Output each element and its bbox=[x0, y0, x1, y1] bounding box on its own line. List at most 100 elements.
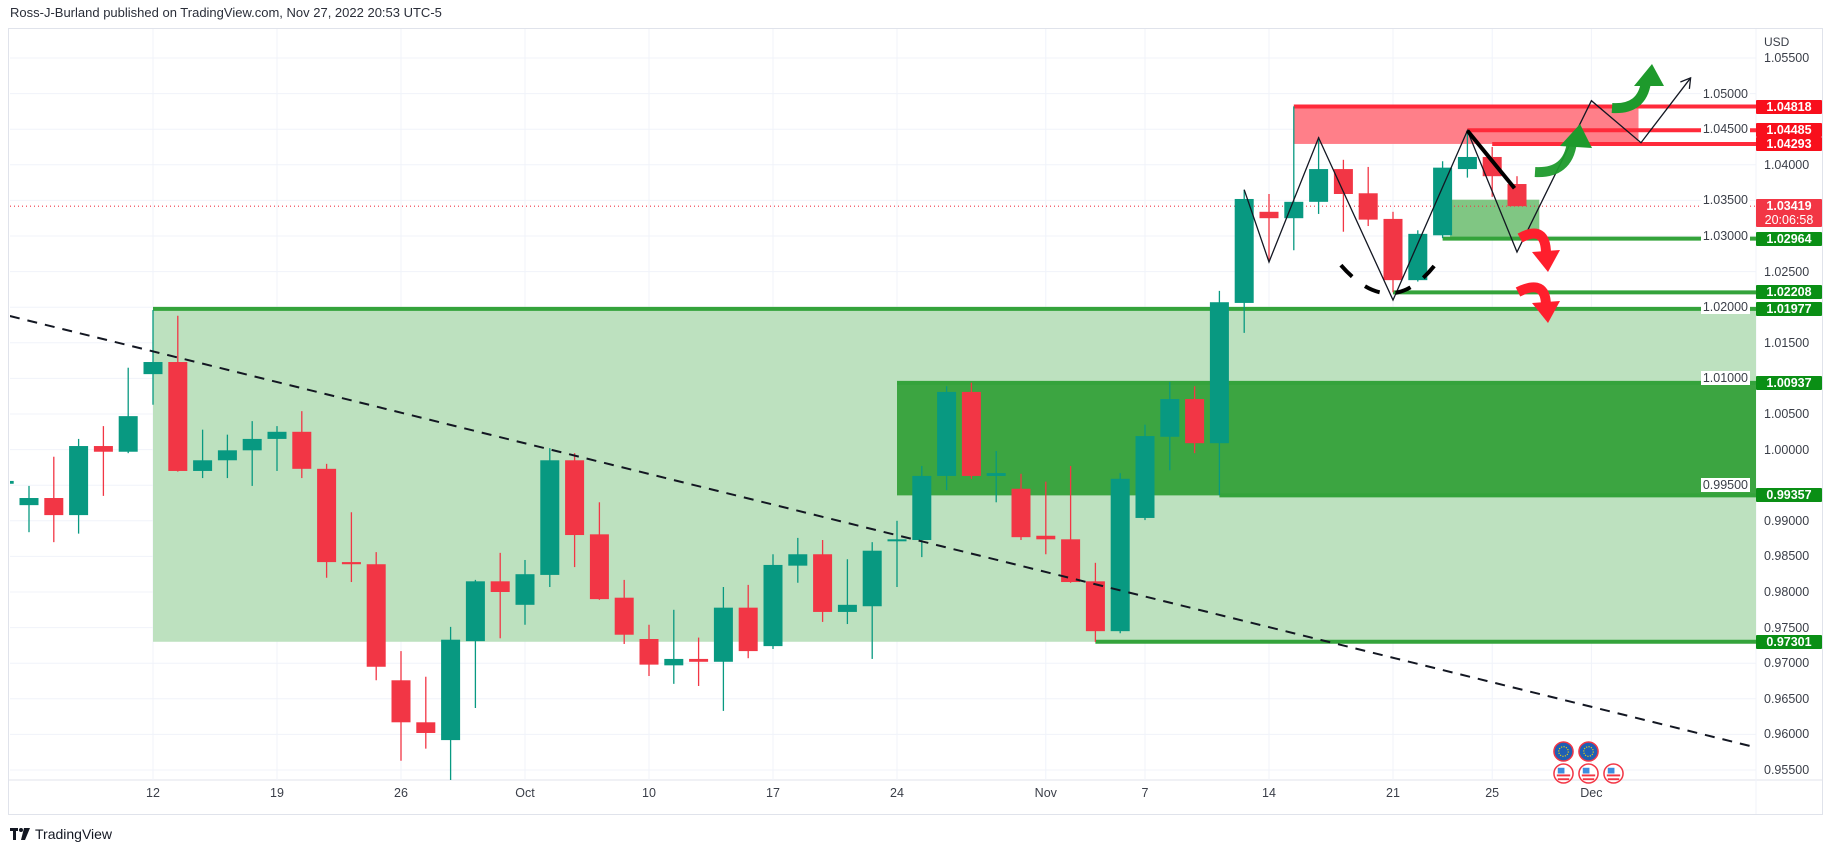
date-tick-label: 14 bbox=[1262, 786, 1276, 800]
candle-oct-14[interactable] bbox=[738, 584, 758, 659]
date-tick-label: 17 bbox=[766, 786, 780, 800]
candle-body bbox=[193, 460, 213, 471]
candle-oct-26[interactable] bbox=[937, 386, 957, 491]
candle-oct-21[interactable] bbox=[862, 542, 882, 659]
candle-oct-17[interactable] bbox=[763, 554, 783, 649]
candle-body bbox=[242, 438, 262, 451]
candle-body bbox=[1309, 169, 1329, 202]
date-tick-label: 12 bbox=[146, 786, 160, 800]
candle-nov-10[interactable] bbox=[1209, 290, 1229, 496]
candle-oct-18[interactable] bbox=[788, 537, 808, 583]
candle-nov-17[interactable] bbox=[1333, 159, 1353, 232]
candle-body bbox=[515, 574, 535, 605]
candle-body bbox=[862, 550, 882, 607]
candle-nov-16[interactable] bbox=[1309, 137, 1329, 214]
price-level-label: 1.04485 bbox=[1756, 123, 1822, 138]
price-level-label: 1.01977 bbox=[1756, 301, 1822, 316]
candle-nov-4[interactable] bbox=[1110, 473, 1130, 634]
price-tick-label: 0.99500 bbox=[1700, 478, 1750, 493]
candle-body bbox=[763, 564, 783, 647]
candle-oct-4[interactable] bbox=[540, 448, 560, 588]
candle-body bbox=[813, 554, 833, 612]
candle-sep-7[interactable] bbox=[69, 438, 89, 534]
candle-nov-14[interactable] bbox=[1259, 193, 1279, 261]
bar-countdown: 20:06:58 bbox=[1764, 213, 1814, 228]
candle-body bbox=[1135, 436, 1155, 518]
candle-nov-18[interactable] bbox=[1358, 166, 1378, 227]
candle-sep-15[interactable] bbox=[217, 434, 237, 479]
candle-oct-6[interactable] bbox=[589, 502, 609, 600]
candle-oct-19[interactable] bbox=[813, 540, 833, 622]
candle-body bbox=[341, 562, 361, 565]
candle-sep-26[interactable] bbox=[391, 651, 411, 761]
candle-sep-16[interactable] bbox=[242, 421, 262, 486]
candle-oct-28[interactable] bbox=[986, 451, 1006, 503]
candle-sep-27[interactable] bbox=[416, 676, 436, 749]
candle-sep-28[interactable] bbox=[441, 626, 461, 780]
candle-nov-21[interactable] bbox=[1383, 211, 1403, 293]
candle-sep-12[interactable] bbox=[143, 310, 163, 405]
candle-nov-15[interactable] bbox=[1284, 106, 1304, 251]
candle-sep-22[interactable] bbox=[341, 512, 361, 583]
us-event-icon[interactable] bbox=[1553, 763, 1574, 784]
candle-body bbox=[416, 722, 436, 733]
cup-pattern-arc bbox=[1339, 256, 1442, 296]
candle-sep-19[interactable] bbox=[267, 426, 287, 471]
candle-sep-8[interactable] bbox=[93, 426, 113, 496]
candle-nov-1[interactable] bbox=[1036, 481, 1056, 555]
price-tick-label: 1.01500 bbox=[1764, 335, 1810, 350]
candle-body bbox=[1507, 184, 1527, 207]
eu-event-icon[interactable] bbox=[1578, 741, 1599, 762]
candle-sep-29[interactable] bbox=[465, 579, 485, 709]
candle-nov-22[interactable] bbox=[1408, 230, 1428, 282]
candle-sep-2[interactable] bbox=[0, 478, 14, 487]
candle-body bbox=[267, 431, 287, 439]
candle-body bbox=[1110, 478, 1130, 632]
us-event-icon[interactable] bbox=[1603, 763, 1624, 784]
candle-body bbox=[540, 460, 560, 575]
candle-nov-9[interactable] bbox=[1185, 386, 1205, 454]
candle-body bbox=[689, 658, 709, 662]
chart-frame bbox=[8, 28, 1823, 815]
candle-nov-23[interactable] bbox=[1433, 161, 1453, 239]
candle-body bbox=[69, 446, 89, 516]
candle-sep-13[interactable] bbox=[168, 315, 188, 472]
candle-nov-11[interactable] bbox=[1234, 189, 1254, 333]
candle-oct-27[interactable] bbox=[961, 382, 981, 479]
candle-body bbox=[391, 680, 411, 723]
candle-nov-28[interactable] bbox=[1507, 176, 1527, 207]
candle-body bbox=[143, 362, 163, 375]
candle-sep-6[interactable] bbox=[44, 456, 64, 543]
candle-oct-3[interactable] bbox=[515, 559, 535, 625]
candle-sep-14[interactable] bbox=[193, 429, 213, 479]
candle-oct-12[interactable] bbox=[689, 637, 709, 686]
candle-nov-8[interactable] bbox=[1160, 381, 1180, 471]
candle-nov-25[interactable] bbox=[1482, 147, 1502, 197]
price-tick-label: 1.03500 bbox=[1700, 193, 1750, 208]
candle-nov-24[interactable] bbox=[1457, 129, 1477, 178]
us-event-icon[interactable] bbox=[1578, 763, 1599, 784]
candle-sep-9[interactable] bbox=[118, 367, 138, 454]
candle-oct-24[interactable] bbox=[887, 520, 907, 588]
candle-oct-11[interactable] bbox=[664, 609, 684, 684]
candle-sep-21[interactable] bbox=[317, 463, 337, 578]
candle-sep-5[interactable] bbox=[19, 485, 39, 533]
eu-event-icon[interactable] bbox=[1553, 741, 1574, 762]
candle-oct-31[interactable] bbox=[1011, 473, 1031, 541]
candle-oct-13[interactable] bbox=[713, 587, 733, 711]
candle-oct-5[interactable] bbox=[565, 453, 585, 568]
tradingview-logo[interactable]: TradingView bbox=[10, 826, 112, 842]
candle-sep-30[interactable] bbox=[490, 552, 510, 639]
candle-sep-23[interactable] bbox=[366, 552, 386, 681]
candle-body bbox=[639, 638, 659, 665]
candle-body bbox=[93, 446, 113, 452]
candle-nov-2[interactable] bbox=[1061, 465, 1081, 583]
candle-sep-20[interactable] bbox=[292, 411, 312, 479]
candle-oct-20[interactable] bbox=[837, 559, 857, 625]
candle-nov-7[interactable] bbox=[1135, 424, 1155, 521]
candle-oct-7[interactable] bbox=[614, 579, 634, 644]
price-tick-label: 1.02000 bbox=[1700, 300, 1750, 315]
candle-nov-3[interactable] bbox=[1085, 562, 1105, 642]
candle-oct-10[interactable] bbox=[639, 624, 659, 677]
